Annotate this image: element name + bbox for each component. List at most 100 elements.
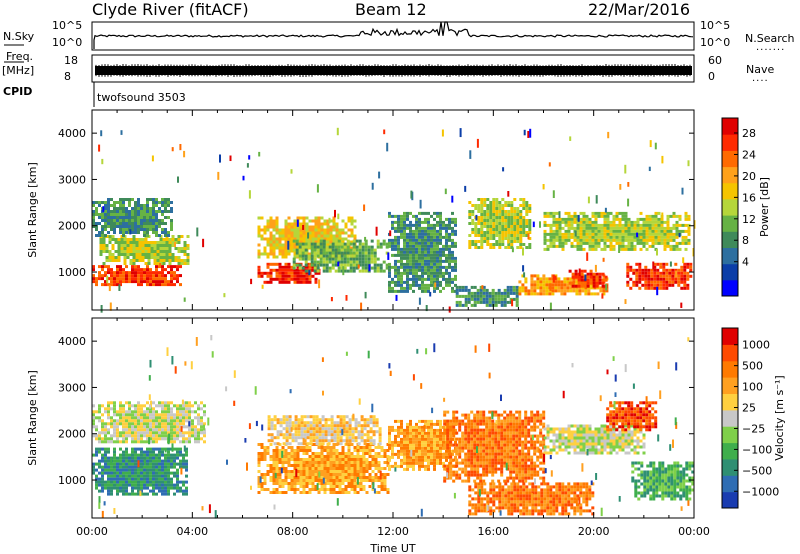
velocity-cell [299,479,303,482]
power-cell [424,247,427,251]
velocity-cell [302,452,306,455]
power-cell [572,286,576,290]
velocity-cell [167,447,170,451]
velocity-cell [176,434,179,438]
power-cell [503,303,507,307]
power-cell [627,244,631,248]
power-cell [134,277,137,281]
power-cell [344,225,348,229]
velocity-cell [303,415,307,419]
power-cell [117,250,121,253]
power-cell [415,253,418,257]
power-cell [427,268,430,272]
power-cell [483,216,487,219]
velocity-cell [110,434,113,438]
power-cell [125,210,128,213]
power-cell [331,266,335,270]
velocity-cell [134,483,137,487]
velocity-cell [353,449,357,452]
velocity-cell [158,425,161,429]
power-cell [599,286,603,290]
power-cell [552,241,556,245]
velocity-cell [335,464,339,467]
power-cell [630,238,634,242]
velocity-cell [332,443,336,446]
velocity-cell [315,433,319,437]
velocity-cell [119,474,122,478]
power-cell [292,260,296,264]
power-cell [128,216,131,219]
velocity-cell [368,473,372,476]
power-cell [486,222,490,225]
power-cell [659,283,663,287]
power-cell [427,250,430,254]
power-cell [144,238,148,241]
velocity-cell [317,488,321,491]
power-cell [486,210,490,213]
power-cell [589,269,593,273]
power-cell [308,234,312,238]
power-cell [296,271,300,275]
power-cell [662,280,666,284]
power-cell [341,240,345,244]
power-cell [275,274,279,278]
nsearch-tick-top: 10^5 [700,19,731,32]
power-cell [116,268,119,272]
power-cell [346,251,350,255]
power-cell [104,216,107,219]
velocity-cell [380,488,384,491]
power-cell [400,265,403,269]
velocity-cell [125,459,128,463]
power-cell [347,228,351,232]
power-cell [287,262,291,266]
power-cell [389,230,392,237]
power-cell [600,214,604,218]
power-cell [657,232,661,236]
power-cell [131,207,134,210]
power-cell [436,214,439,218]
power-cell [119,198,122,201]
velocity-cell [309,442,313,446]
power-cell [442,286,445,290]
power-cell [302,222,306,226]
power-cell [298,263,302,267]
power-cell [492,225,496,228]
power-cell [149,277,152,281]
power-cell [427,277,430,281]
power-cell [179,144,182,151]
power-cell [421,280,424,284]
power-cell [296,277,300,281]
power-cell [412,274,415,278]
velocity-cell [317,482,321,485]
power-cell [427,220,430,224]
velocity-cell [101,437,104,441]
velocity-cell [107,447,110,451]
power-cell [497,288,501,292]
power-cell [119,277,122,281]
nsearch-label: N.Search [745,32,795,45]
power-cell [361,251,365,255]
power-cell [406,235,409,239]
power-cell [152,274,155,278]
power-cell [633,238,637,242]
velocity-cell [155,440,158,444]
power-cell [317,264,320,270]
velocity-cell [293,452,297,455]
velocity-cell [131,462,134,466]
velocity-cell [146,407,149,411]
velocity-cell [299,482,303,485]
velocity-cell [305,461,309,464]
velocity-cell [158,431,161,435]
power-cell [150,247,154,250]
power-cell [515,300,519,304]
velocity-cell [194,416,197,420]
power-cell [164,274,167,278]
velocity-cell [305,482,309,485]
velocity-cell [95,480,98,484]
power-cell [134,274,137,278]
velocity-cell [179,459,182,463]
velocity-cell [140,483,143,487]
power-cell [310,242,314,246]
velocity-cell [104,471,107,475]
power-cell [504,234,508,237]
